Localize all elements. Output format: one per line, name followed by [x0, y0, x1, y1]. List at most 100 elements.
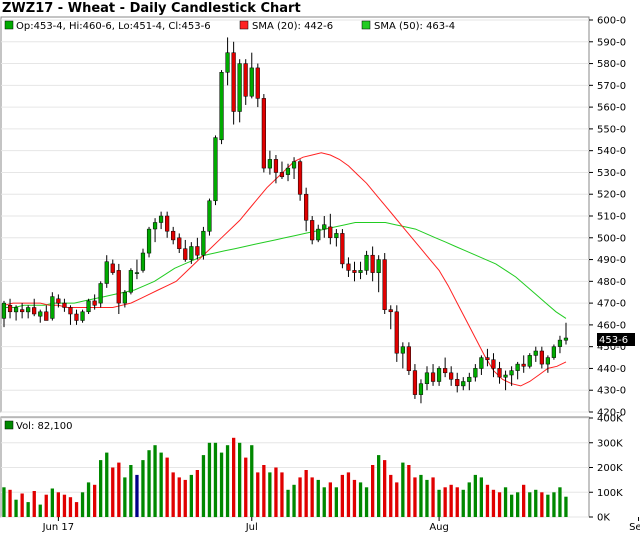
- volume-bar: [68, 497, 73, 517]
- volume-bar: [225, 445, 230, 517]
- price-tick-label: 560-0: [597, 103, 626, 114]
- candle-body: [400, 346, 405, 354]
- candle-body: [285, 167, 291, 175]
- candle-body: [346, 263, 351, 271]
- candle-body: [443, 368, 448, 374]
- volume-bar: [201, 455, 206, 517]
- price-tick-label: 460-0: [597, 320, 626, 331]
- volume-bar: [510, 494, 514, 517]
- candle-body: [255, 67, 260, 99]
- volume-tick-label: 200K: [597, 463, 623, 474]
- volume-bar: [425, 479, 429, 517]
- candle-body: [128, 270, 133, 293]
- volume-bar: [86, 482, 91, 517]
- volume-bar: [552, 492, 556, 518]
- volume-bar: [419, 474, 423, 517]
- sma50-legend: SMA (50): 463-4: [374, 21, 455, 32]
- candle-body: [44, 311, 49, 321]
- candle-body: [74, 313, 79, 321]
- volume-bar: [2, 487, 6, 517]
- candle-body: [195, 246, 200, 256]
- volume-bar: [38, 504, 42, 517]
- volume-bar: [117, 462, 121, 517]
- candle-body: [364, 254, 369, 271]
- volume-bar: [171, 472, 175, 517]
- sma20-legend-swatch: [239, 20, 249, 30]
- volume-bar: [485, 484, 490, 517]
- volume-bar: [286, 489, 290, 517]
- candle-body: [497, 368, 502, 378]
- candle-body: [165, 215, 170, 232]
- volume-bar: [207, 442, 212, 518]
- volume-bar: [413, 477, 417, 517]
- candle-body: [461, 381, 466, 387]
- candle-body: [503, 374, 508, 378]
- candle-body: [485, 357, 490, 361]
- candle-body: [62, 302, 67, 308]
- candle-body: [110, 263, 115, 273]
- price-tick-label: 580-0: [597, 59, 626, 70]
- volume-bar: [431, 477, 435, 517]
- candle-body: [26, 307, 31, 313]
- candle-body: [56, 298, 61, 304]
- candle-body: [533, 350, 538, 356]
- volume-bar: [298, 477, 302, 517]
- chart-title: ZWZ17 - Wheat - Daily Candlestick Chart: [2, 1, 301, 16]
- sma20-line: [3, 152, 567, 387]
- date-tick-label: Sep: [629, 522, 640, 533]
- candle-body: [261, 98, 266, 169]
- volume-bar: [473, 474, 477, 517]
- candle-body: [171, 230, 176, 241]
- volume-bar: [383, 460, 387, 517]
- ohlc-legend-swatch: [4, 20, 14, 30]
- candle-body: [551, 346, 556, 358]
- volume-bar: [32, 491, 36, 517]
- candle-body: [310, 220, 315, 241]
- volume-bar: [516, 492, 520, 518]
- last-price-label: 453-6: [599, 335, 628, 346]
- volume-bar: [292, 484, 296, 517]
- volume-bar: [352, 479, 357, 517]
- volume-bar: [497, 492, 502, 518]
- candle-body: [291, 161, 297, 169]
- candle-body: [50, 296, 55, 319]
- volume-bar: [219, 452, 224, 517]
- candle-body: [304, 193, 309, 221]
- volume-bar: [62, 494, 67, 517]
- price-tick-label: 570-0: [597, 81, 626, 92]
- candle-body: [86, 300, 91, 313]
- sma20-legend: SMA (20): 442-6: [252, 21, 333, 32]
- candle-body: [7, 305, 13, 313]
- volume-bar: [232, 437, 236, 517]
- volume-bar: [540, 492, 544, 518]
- volume-bar: [105, 452, 109, 517]
- candle-body: [237, 63, 242, 112]
- price-axis: 600-0 590-0 580-0 570-0 560-0 550-0 540-0 530-0…: [589, 16, 626, 419]
- volume-tick-label: 100K: [597, 488, 623, 499]
- candle-body: [249, 67, 254, 97]
- volume-bar: [407, 465, 411, 517]
- volume-bar: [129, 465, 133, 517]
- volume-bar: [449, 484, 453, 517]
- candle-body: [158, 215, 164, 223]
- candle-body: [394, 311, 399, 354]
- volume-bar: [20, 493, 24, 517]
- candle-body: [563, 337, 569, 341]
- volume-bar: [244, 457, 248, 517]
- candle-body: [424, 372, 430, 384]
- date-tick-label: Aug: [429, 522, 449, 533]
- sma50-legend-swatch: [361, 20, 371, 30]
- volume-bar: [503, 487, 508, 517]
- volume-bar: [564, 496, 568, 517]
- volume-bar: [189, 474, 193, 517]
- volume-bar: [26, 502, 30, 517]
- volume-bar: [50, 488, 54, 517]
- date-tick-label: Jul: [245, 522, 258, 533]
- volume-bar: [135, 474, 139, 517]
- candle-body: [376, 259, 381, 273]
- price-tick-label: 550-0: [597, 124, 626, 135]
- volume-bar: [401, 462, 405, 517]
- candle-body: [491, 359, 496, 369]
- candle-body: [80, 311, 85, 321]
- volume-tick-label: 0K: [597, 513, 610, 524]
